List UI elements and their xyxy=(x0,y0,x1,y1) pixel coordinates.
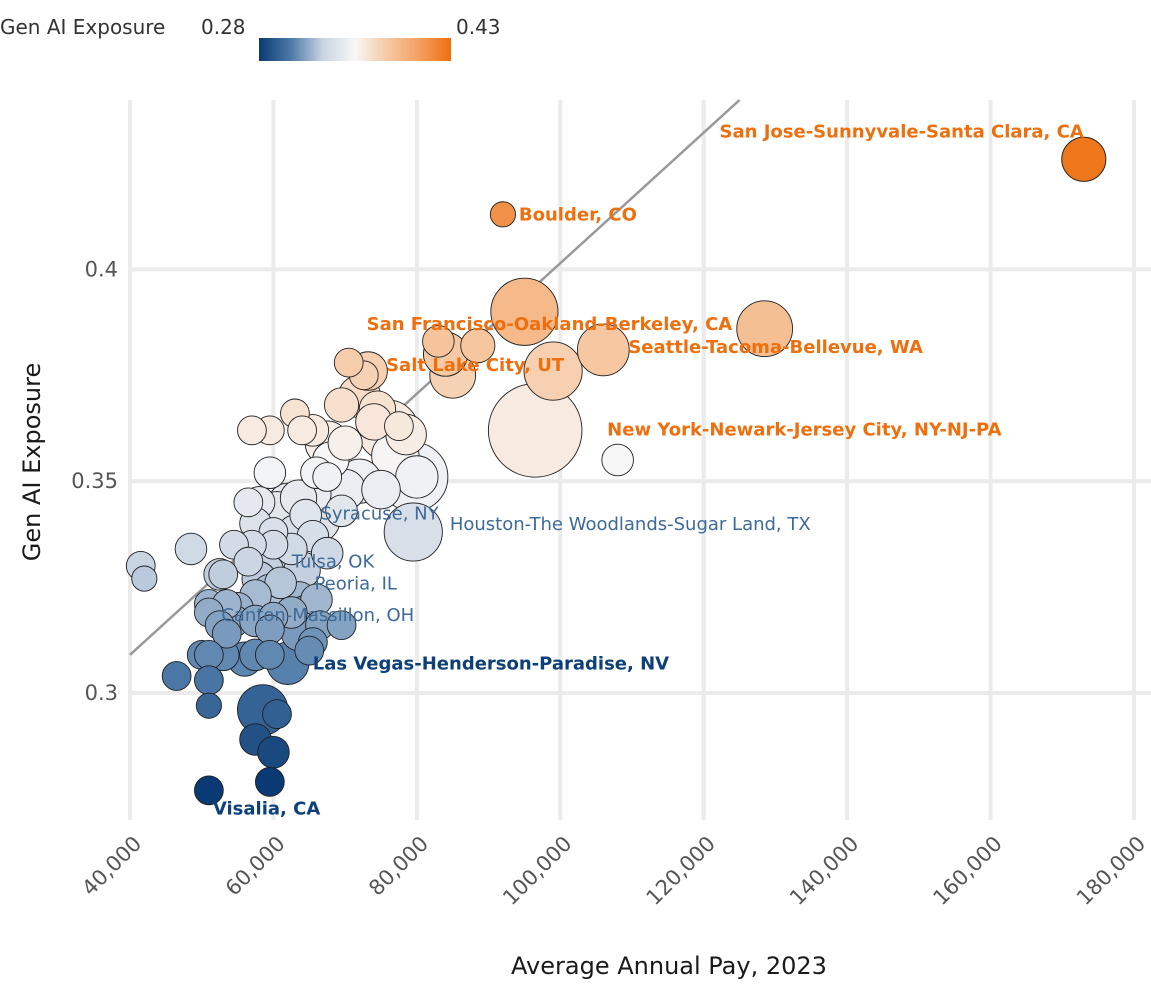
data-point xyxy=(395,455,439,499)
legend-max-label: 0.43 xyxy=(456,15,501,39)
data-point xyxy=(131,565,158,592)
point-annotation: Visalia, CA xyxy=(213,798,320,819)
data-point xyxy=(194,775,224,806)
x-tick-label: 160,000 xyxy=(928,831,1006,909)
data-point xyxy=(326,610,357,641)
y-axis-title: Gen AI Exposure xyxy=(18,363,46,561)
data-point xyxy=(294,635,325,666)
data-point xyxy=(384,411,414,441)
data-point xyxy=(325,494,358,528)
grid-layer xyxy=(128,100,1151,820)
x-tick-label: 100,000 xyxy=(498,831,576,909)
data-point xyxy=(327,425,363,461)
data-point xyxy=(361,469,401,510)
point-annotation: Tulsa, OK xyxy=(291,552,376,573)
data-point xyxy=(237,415,267,446)
point-annotation: San Francisco-Oakland-Berkeley, CA xyxy=(367,314,733,335)
point-annotation: Las Vegas-Henderson-Paradise, NV xyxy=(313,653,669,674)
points-layer xyxy=(125,136,1107,806)
data-point xyxy=(254,639,285,670)
data-point xyxy=(324,387,360,423)
data-point xyxy=(233,546,264,577)
annotation-layer: San Jose-Sunnyvale-Santa Clara, CA Boulde… xyxy=(213,121,1084,819)
color-legend: Gen AI Exposure 0.28 0.43 xyxy=(0,15,501,61)
data-point xyxy=(312,462,343,492)
data-point xyxy=(257,735,290,769)
data-point xyxy=(254,767,285,797)
data-point xyxy=(601,443,634,477)
data-point xyxy=(523,341,583,401)
data-point xyxy=(233,487,264,518)
data-point xyxy=(262,699,292,729)
y-tick-label: 0.3 xyxy=(85,681,118,705)
data-point xyxy=(487,383,583,478)
data-point xyxy=(333,347,364,378)
legend-gradient-bar xyxy=(259,38,451,61)
data-point xyxy=(383,502,443,562)
x-tick-label: 40,000 xyxy=(77,831,146,900)
data-point xyxy=(460,328,496,364)
x-tick-label: 140,000 xyxy=(785,831,863,909)
data-point xyxy=(422,325,455,358)
data-point xyxy=(161,661,192,691)
data-point xyxy=(211,618,242,649)
x-tick-label: 60,000 xyxy=(221,831,290,900)
point-annotation: Salt Lake City, UT xyxy=(386,355,565,376)
x-tick-label: 180,000 xyxy=(1072,831,1150,909)
point-annotation: Seattle-Tacoma-Bellevue, WA xyxy=(628,337,923,358)
data-point xyxy=(490,277,559,346)
data-point xyxy=(576,323,630,377)
point-annotation: Syracuse, NY xyxy=(320,503,439,524)
point-annotation: Houston-The Woodlands-Sugar Land, TX xyxy=(450,514,811,535)
data-point xyxy=(736,300,794,358)
point-annotation: Boulder, CO xyxy=(519,204,637,225)
data-point xyxy=(1061,136,1107,182)
legend-title: Gen AI Exposure xyxy=(0,15,165,39)
y-tick-label: 0.35 xyxy=(71,469,118,493)
point-annotation: Canton-Massillon, OH xyxy=(221,605,414,626)
x-axis-title: Average Annual Pay, 2023 xyxy=(511,952,827,980)
data-point xyxy=(194,639,224,670)
data-point xyxy=(174,532,208,566)
legend-min-label: 0.28 xyxy=(201,15,246,39)
point-annotation: New York-Newark-Jersey City, NY-NJ-PA xyxy=(607,419,1001,440)
y-tick-label: 0.4 xyxy=(85,257,118,281)
x-tick-label: 80,000 xyxy=(364,831,433,900)
point-annotation: San Jose-Sunnyvale-Santa Clara, CA xyxy=(720,121,1084,142)
data-point xyxy=(195,692,222,719)
point-annotation: Peoria, IL xyxy=(314,573,397,594)
data-point xyxy=(287,415,317,446)
data-point xyxy=(253,456,287,489)
x-tick-label: 120,000 xyxy=(642,831,720,909)
data-point xyxy=(208,559,239,590)
data-point xyxy=(310,536,344,570)
data-point xyxy=(489,201,516,228)
data-point xyxy=(194,665,224,696)
